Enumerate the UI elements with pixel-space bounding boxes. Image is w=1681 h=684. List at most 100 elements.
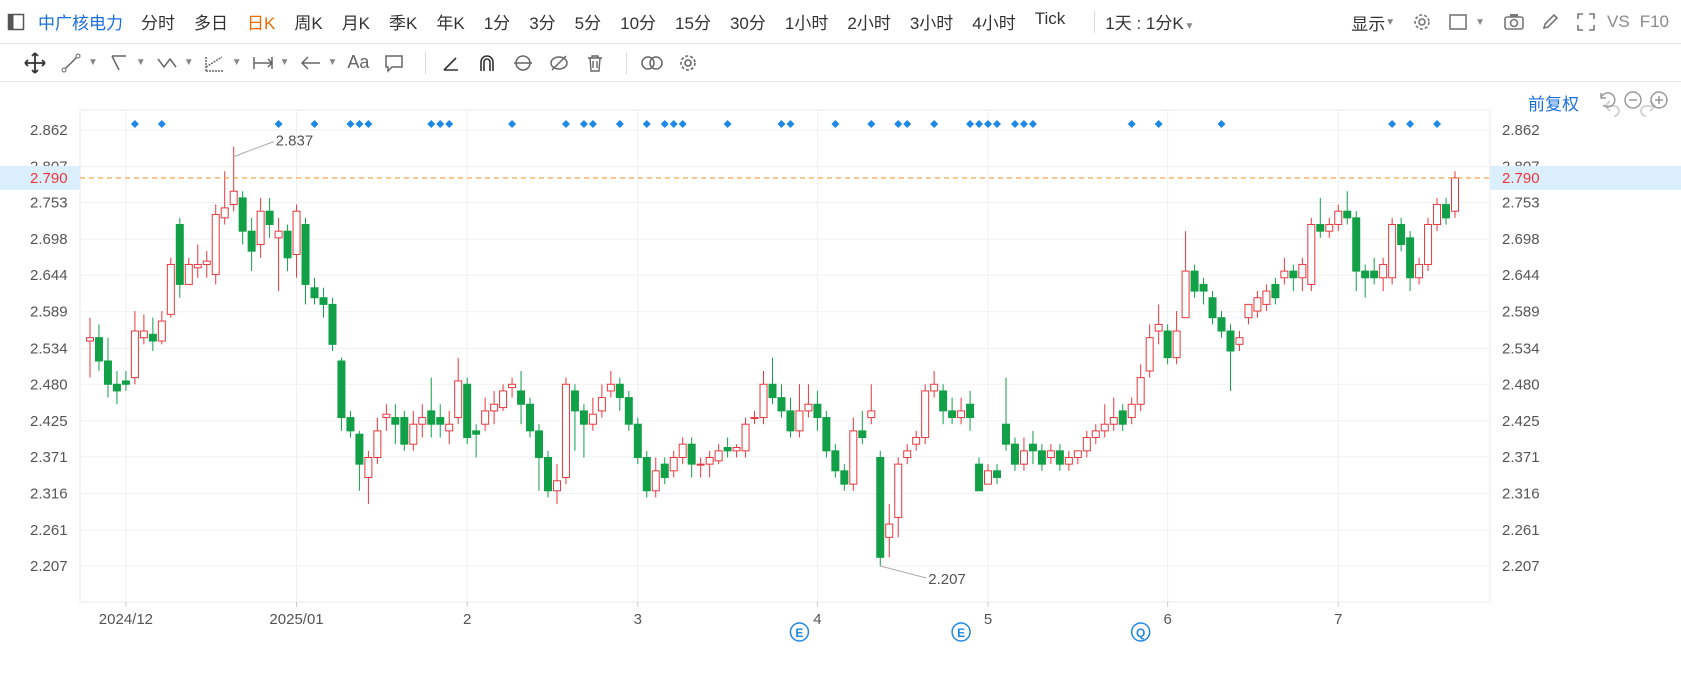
candle-body[interactable] (1379, 263, 1388, 279)
period-tab[interactable]: 3分 (529, 14, 556, 33)
candle-body[interactable] (660, 463, 669, 478)
candle-body[interactable] (1289, 270, 1298, 279)
candle-body[interactable] (409, 423, 418, 445)
period-tab[interactable]: 5分 (574, 14, 602, 33)
candle-body[interactable] (687, 443, 696, 465)
candle-body[interactable] (1361, 270, 1370, 279)
candle-body[interactable] (831, 450, 840, 472)
candle-body[interactable] (1352, 217, 1361, 272)
candle-body[interactable] (1010, 443, 1019, 465)
candle-body[interactable] (705, 456, 714, 465)
candle-body[interactable] (328, 303, 337, 345)
period-tab[interactable]: 月K (341, 14, 371, 33)
candle-body[interactable] (1406, 237, 1415, 279)
range-selector[interactable]: 1天 : 1分K ▼ (1105, 9, 1200, 34)
candle-body[interactable] (1442, 204, 1451, 219)
move-icon[interactable] (20, 48, 50, 78)
candle-body[interactable] (121, 380, 130, 385)
candle-body[interactable] (1163, 330, 1172, 359)
period-tab[interactable]: 多日 (194, 14, 228, 33)
candle-body[interactable] (1082, 437, 1091, 452)
candle-body[interactable] (759, 383, 768, 419)
candle-body[interactable] (247, 230, 256, 252)
hide-icon[interactable] (544, 48, 574, 78)
candle-body[interactable] (517, 390, 526, 405)
candle-body[interactable] (642, 456, 651, 492)
candle-body[interactable] (1424, 224, 1433, 265)
text-icon[interactable]: Aa (347, 52, 370, 72)
candle-body[interactable] (184, 263, 193, 285)
candle-body[interactable] (373, 430, 382, 458)
candle-body[interactable] (912, 437, 921, 445)
magnet-icon[interactable] (472, 48, 502, 78)
candle-body[interactable] (148, 333, 157, 342)
candle-body[interactable] (1325, 224, 1334, 232)
candle-body[interactable] (256, 210, 265, 245)
candle-body[interactable] (436, 417, 445, 425)
candle-body[interactable] (849, 430, 858, 485)
pencil-icon[interactable] (1535, 7, 1565, 37)
candle-body[interactable] (714, 450, 723, 462)
candle-body[interactable] (939, 390, 948, 412)
adjust-type-label[interactable]: 前复权 (1528, 95, 1579, 114)
candle-body[interactable] (1172, 330, 1181, 359)
candle-body[interactable] (579, 410, 588, 425)
candle-body[interactable] (1154, 323, 1163, 332)
candle-body[interactable] (86, 337, 94, 342)
period-tab[interactable]: 1小时 (784, 14, 829, 33)
candle-body[interactable] (597, 397, 606, 412)
period-tab[interactable]: Tick (1034, 9, 1066, 28)
candle-body[interactable] (903, 450, 912, 458)
measure-icon[interactable] (248, 48, 278, 78)
candle-body[interactable] (1100, 423, 1109, 432)
candle-body[interactable] (1073, 450, 1082, 458)
candle-body[interactable] (301, 224, 310, 285)
candle-body[interactable] (1055, 450, 1064, 465)
candle-body[interactable] (624, 397, 633, 425)
candle-body[interactable] (211, 214, 220, 275)
candle-body[interactable] (1235, 337, 1244, 345)
candle-body[interactable] (732, 447, 741, 452)
candle-body[interactable] (175, 224, 184, 285)
candle-body[interactable] (1199, 283, 1208, 292)
candle-body[interactable] (157, 320, 166, 342)
candle-body[interactable] (310, 287, 319, 299)
candle-body[interactable] (633, 423, 642, 458)
candle-body[interactable] (1451, 177, 1459, 212)
candle-body[interactable] (552, 480, 561, 492)
candle-body[interactable] (1244, 303, 1253, 319)
wave-icon[interactable] (152, 48, 182, 78)
candle-body[interactable] (508, 383, 517, 389)
candle-body[interactable] (858, 430, 867, 439)
candle-body[interactable] (795, 410, 804, 432)
candle-body[interactable] (696, 463, 705, 466)
candle-body[interactable] (1316, 224, 1325, 232)
candle-body[interactable] (472, 430, 481, 435)
candle-body[interactable] (1298, 263, 1307, 279)
zoom-in-icon[interactable] (1649, 90, 1669, 115)
candle-body[interactable] (1433, 204, 1442, 226)
candle-body[interactable] (741, 423, 750, 452)
candle-body[interactable] (265, 210, 274, 226)
candle-body[interactable] (894, 463, 903, 518)
candle-body[interactable] (535, 430, 544, 458)
candle-body[interactable] (229, 190, 238, 206)
reset-icon[interactable] (1597, 90, 1617, 115)
candle-body[interactable] (94, 337, 103, 362)
candle-body[interactable] (1181, 270, 1190, 319)
candle-body[interactable] (768, 383, 777, 399)
candle-body[interactable] (1046, 450, 1055, 458)
period-tab[interactable]: 30分 (729, 14, 766, 33)
link-icon[interactable] (637, 48, 667, 78)
candle-body[interactable] (1028, 443, 1037, 452)
candle-body[interactable] (1208, 297, 1217, 319)
candle-body[interactable] (606, 383, 615, 392)
vs-button[interactable]: VS (1607, 12, 1630, 31)
candle-body[interactable] (561, 383, 570, 478)
candle-body[interactable] (1019, 450, 1028, 465)
period-tab[interactable]: 日K (247, 14, 276, 33)
period-tab[interactable]: 季K (389, 14, 418, 33)
candle-body[interactable] (921, 390, 930, 439)
candle-body[interactable] (238, 197, 247, 232)
candle-body[interactable] (427, 410, 436, 425)
